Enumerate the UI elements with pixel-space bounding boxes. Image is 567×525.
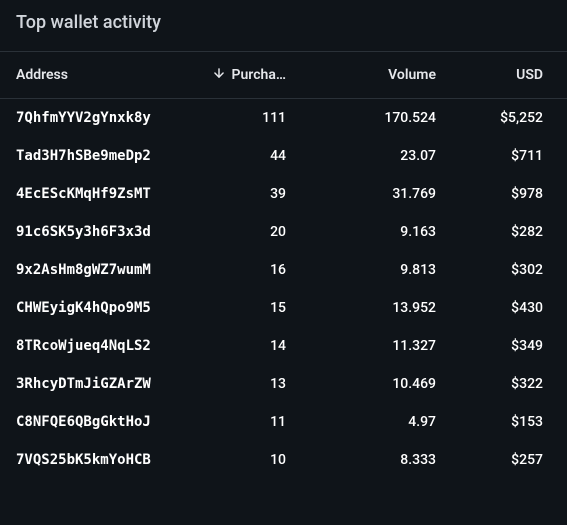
cell-volume: 170.524 xyxy=(286,110,436,126)
table-row[interactable]: 3RhcyDTmJiGZArZW1310.469$322 xyxy=(0,365,567,403)
cell-purchases: 14 xyxy=(186,338,286,354)
cell-usd: $978 xyxy=(436,186,551,202)
cell-volume: 4.97 xyxy=(286,414,436,430)
cell-usd: $322 xyxy=(436,376,551,392)
cell-usd: $282 xyxy=(436,224,551,240)
table-row[interactable]: Tad3H7hSBe9meDp24423.07$711 xyxy=(0,137,567,175)
column-header-address-label: Address xyxy=(16,67,68,83)
cell-address[interactable]: 9x2AsHm8gWZ7wumM xyxy=(16,262,186,278)
cell-address[interactable]: 91c6SK5y3h6F3x3d xyxy=(16,224,186,240)
column-header-purchases[interactable]: Purcha… xyxy=(186,66,286,84)
sort-desc-icon xyxy=(212,66,226,84)
cell-address[interactable]: 4EcEScKMqHf9ZsMT xyxy=(16,186,186,202)
cell-address[interactable]: 7QhfmYYV2gYnxk8y xyxy=(16,110,186,126)
cell-purchases: 44 xyxy=(186,148,286,164)
cell-usd: $302 xyxy=(436,262,551,278)
cell-address[interactable]: 7VQS25bK5kmYoHCB xyxy=(16,452,186,468)
table-row[interactable]: 91c6SK5y3h6F3x3d209.163$282 xyxy=(0,213,567,251)
cell-volume: 11.327 xyxy=(286,338,436,354)
table-row[interactable]: 4EcEScKMqHf9ZsMT3931.769$978 xyxy=(0,175,567,213)
cell-address[interactable]: 3RhcyDTmJiGZArZW xyxy=(16,376,186,392)
cell-purchases: 20 xyxy=(186,224,286,240)
cell-usd: $5,252 xyxy=(436,110,551,126)
table-body: 7QhfmYYV2gYnxk8y111170.524$5,252Tad3H7hS… xyxy=(0,99,567,479)
table-row[interactable]: CHWEyigK4hQpo9M51513.952$430 xyxy=(0,289,567,327)
cell-address[interactable]: Tad3H7hSBe9meDp2 xyxy=(16,148,186,164)
cell-purchases: 39 xyxy=(186,186,286,202)
cell-volume: 13.952 xyxy=(286,300,436,316)
cell-volume: 10.469 xyxy=(286,376,436,392)
cell-address[interactable]: 8TRcoWjueq4NqLS2 xyxy=(16,338,186,354)
column-header-usd[interactable]: USD xyxy=(436,67,551,83)
table-row[interactable]: 7VQS25bK5kmYoHCB108.333$257 xyxy=(0,441,567,479)
column-header-purchases-label: Purcha… xyxy=(232,67,286,83)
cell-volume: 9.813 xyxy=(286,262,436,278)
wallet-activity-table: Address Purcha… Volume USD 7QhfmYYV2gYnx… xyxy=(0,51,567,479)
cell-purchases: 15 xyxy=(186,300,286,316)
table-row[interactable]: 9x2AsHm8gWZ7wumM169.813$302 xyxy=(0,251,567,289)
cell-address[interactable]: CHWEyigK4hQpo9M5 xyxy=(16,300,186,316)
cell-purchases: 11 xyxy=(186,414,286,430)
cell-volume: 9.163 xyxy=(286,224,436,240)
top-wallet-activity-panel: Top wallet activity Address Purcha… Volu… xyxy=(0,0,567,479)
column-header-volume[interactable]: Volume xyxy=(286,67,436,83)
table-row[interactable]: 7QhfmYYV2gYnxk8y111170.524$5,252 xyxy=(0,99,567,137)
column-header-volume-label: Volume xyxy=(388,67,436,83)
cell-purchases: 13 xyxy=(186,376,286,392)
table-header-row: Address Purcha… Volume USD xyxy=(0,51,567,99)
cell-volume: 8.333 xyxy=(286,452,436,468)
column-header-address[interactable]: Address xyxy=(16,67,186,83)
cell-usd: $711 xyxy=(436,148,551,164)
cell-purchases: 10 xyxy=(186,452,286,468)
cell-volume: 31.769 xyxy=(286,186,436,202)
cell-usd: $430 xyxy=(436,300,551,316)
column-header-usd-label: USD xyxy=(516,67,543,83)
cell-usd: $257 xyxy=(436,452,551,468)
cell-volume: 23.07 xyxy=(286,148,436,164)
table-row[interactable]: 8TRcoWjueq4NqLS21411.327$349 xyxy=(0,327,567,365)
cell-usd: $349 xyxy=(436,338,551,354)
panel-title: Top wallet activity xyxy=(0,12,567,51)
cell-address[interactable]: C8NFQE6QBgGktHoJ xyxy=(16,414,186,430)
cell-purchases: 16 xyxy=(186,262,286,278)
cell-purchases: 111 xyxy=(186,110,286,126)
cell-usd: $153 xyxy=(436,414,551,430)
table-row[interactable]: C8NFQE6QBgGktHoJ114.97$153 xyxy=(0,403,567,441)
